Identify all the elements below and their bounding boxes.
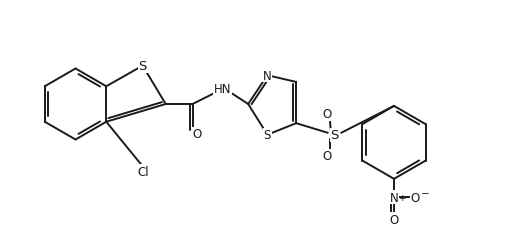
Text: −: − xyxy=(420,188,429,198)
Text: +: + xyxy=(397,193,405,202)
Text: N: N xyxy=(263,69,271,82)
Text: O: O xyxy=(389,213,398,226)
Text: N: N xyxy=(389,191,397,204)
Text: HN: HN xyxy=(213,83,231,96)
Text: S: S xyxy=(263,129,271,142)
Text: O: O xyxy=(192,128,201,141)
Text: S: S xyxy=(138,60,146,73)
Text: O: O xyxy=(410,191,419,204)
Text: Cl: Cl xyxy=(137,165,149,178)
Text: O: O xyxy=(322,108,331,121)
Text: O: O xyxy=(322,150,331,163)
Text: S: S xyxy=(330,129,338,142)
